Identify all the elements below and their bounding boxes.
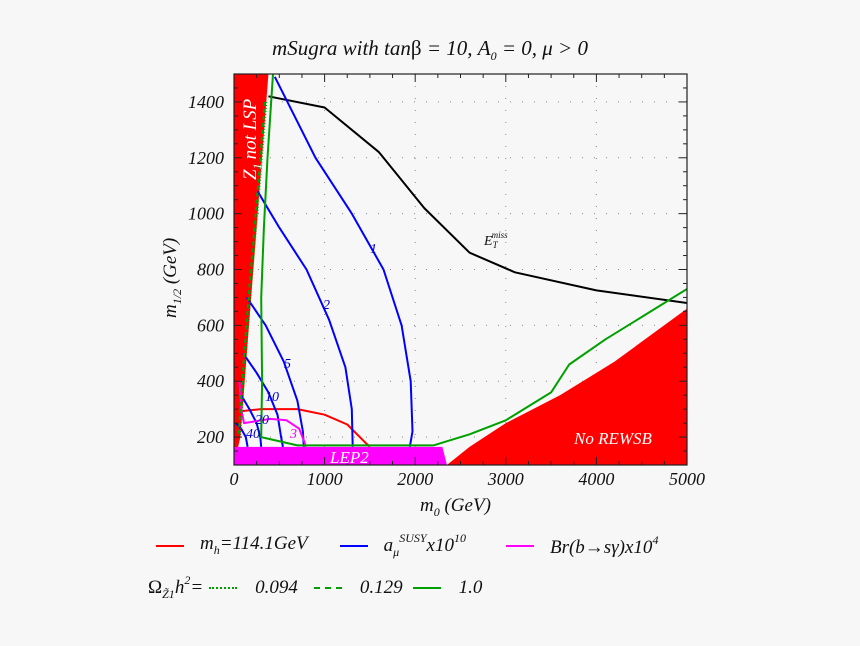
- x-tick-label: 2000: [397, 469, 433, 489]
- title-text-3: = 0, μ > 0: [496, 36, 588, 60]
- no-rewsb-label: No REWSB: [573, 429, 653, 448]
- legend-label-mh: mh=114.1GeV: [200, 533, 308, 557]
- y-tick-label: 600: [197, 315, 224, 335]
- legend-swatch-omega-0094: [209, 586, 238, 589]
- title-text-2: = 10, A: [421, 36, 491, 60]
- y-tick-label: 1000: [188, 204, 224, 224]
- axis-ticks: [233, 73, 688, 466]
- legend-swatch-mh: [156, 544, 184, 547]
- y-tick-label: 200: [197, 427, 224, 447]
- contour-label-1: 1: [370, 242, 377, 257]
- x-tick-label: 5000: [669, 469, 705, 489]
- tick-labels: 0 1000 2000 3000 4000 50002004006008001000120…: [188, 92, 705, 489]
- y-tick-label: 800: [197, 260, 224, 280]
- title-beta: β: [410, 36, 422, 60]
- x-tick-label: 4000: [578, 469, 614, 489]
- amu-contour-labels: 1 2 5 10 20 40: [246, 242, 377, 442]
- contour-label-5: 5: [284, 357, 291, 372]
- y-tick-label: 1200: [188, 148, 224, 168]
- region-no-rewsb: [446, 308, 687, 465]
- legend-label-omega: ΩZ̃1h2=: [148, 573, 204, 601]
- y-axis-label: m1/2 (GeV): [160, 238, 184, 318]
- legend-row-1: mh=114.1GeV aμSUSYx1010 Br(b→sγ)x104: [156, 531, 658, 560]
- legend-swatch-omega-10: [412, 586, 441, 589]
- bsg-contour-label-3: 3: [289, 427, 297, 442]
- contour-label-40: 40: [246, 427, 260, 442]
- etmiss-label: ETmiss: [483, 230, 508, 250]
- legend-row-2: ΩZ̃1h2= 0.094 0.129 1.0: [148, 573, 482, 602]
- legend-swatch-amu: [339, 544, 368, 547]
- z1-not-lsp-label: Z1not LSP: [240, 98, 264, 180]
- lep2-label: LEP2: [329, 448, 369, 467]
- contour-label-10: 10: [265, 390, 279, 405]
- contour-label-2: 2: [323, 298, 330, 313]
- legend-label-amu: aμSUSYx1010: [383, 531, 466, 559]
- contour-curves: [234, 74, 687, 448]
- region-lep2: [234, 446, 447, 465]
- contour-label-20: 20: [255, 413, 269, 428]
- x-tick-label: 1000: [307, 469, 343, 489]
- title-text: mSugra with tan: [272, 36, 411, 60]
- x-tick-label: 0: [230, 469, 239, 489]
- x-axis-label: m0 (GeV): [420, 495, 491, 519]
- chart-title: mSugra with tanβ = 10, A0 = 0, μ > 0: [0, 36, 860, 64]
- x-tick-label: 3000: [487, 469, 524, 489]
- y-tick-label: 400: [197, 371, 224, 391]
- legend-swatch-omega-0129: [313, 586, 342, 589]
- legend-label-10: 1.0: [458, 576, 483, 598]
- legend-label-bsg: Br(b→sγ)x104: [549, 532, 659, 558]
- title-sub: 0: [490, 49, 497, 63]
- legend-label-0094: 0.094: [255, 576, 298, 598]
- legend-swatch-bsg: [505, 544, 534, 547]
- legend-label-0129: 0.129: [359, 576, 403, 598]
- y-tick-label: 1400: [188, 92, 224, 112]
